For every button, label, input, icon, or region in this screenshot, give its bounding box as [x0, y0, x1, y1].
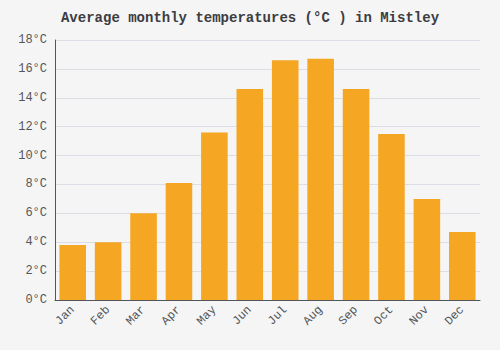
svg-text:Jun: Jun — [230, 303, 255, 328]
svg-text:16°C: 16°C — [18, 62, 47, 76]
svg-text:Oct: Oct — [371, 303, 396, 328]
svg-text:10°C: 10°C — [18, 149, 47, 163]
svg-text:Apr: Apr — [159, 303, 184, 328]
svg-text:8°C: 8°C — [25, 177, 47, 191]
svg-text:Feb: Feb — [88, 303, 113, 328]
svg-text:Dec: Dec — [442, 303, 467, 328]
svg-text:12°C: 12°C — [18, 120, 47, 134]
svg-text:May: May — [194, 303, 219, 328]
svg-text:6°C: 6°C — [25, 206, 47, 220]
svg-text:14°C: 14°C — [18, 91, 47, 105]
svg-text:Nov: Nov — [407, 303, 432, 328]
svg-text:2°C: 2°C — [25, 264, 47, 278]
svg-text:Aug: Aug — [300, 303, 325, 328]
svg-text:Average monthly temperatures (: Average monthly temperatures (°C ) in Mi… — [61, 10, 440, 26]
svg-text:Jan: Jan — [53, 303, 78, 328]
svg-text:4°C: 4°C — [25, 235, 47, 249]
svg-text:Jul: Jul — [265, 303, 290, 328]
svg-text:Sep: Sep — [336, 303, 361, 328]
svg-text:0°C: 0°C — [25, 293, 47, 307]
svg-text:18°C: 18°C — [18, 33, 47, 47]
svg-text:Mar: Mar — [123, 303, 148, 328]
